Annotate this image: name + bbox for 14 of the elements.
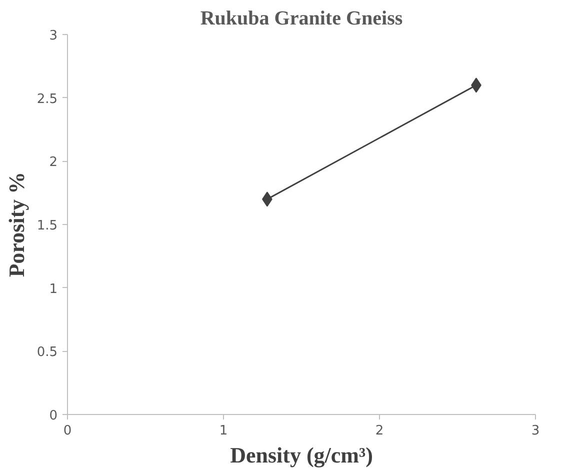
x-tick-label: 3 bbox=[531, 424, 540, 438]
y-tick-label: 0.5 bbox=[36, 345, 58, 360]
y-tick-label: 2.5 bbox=[36, 92, 58, 107]
y-tick-label: 1 bbox=[49, 282, 58, 297]
chart-title: Rukuba Granite Gneiss bbox=[200, 8, 403, 30]
y-tick-label: 0 bbox=[49, 408, 58, 424]
y-tick-label: 1.5 bbox=[36, 218, 58, 234]
x-tick-label: 2 bbox=[375, 424, 384, 438]
y-tick-label: 2 bbox=[49, 155, 58, 170]
x-tick-label: 0 bbox=[63, 424, 72, 438]
y-axis-title: Porosity % bbox=[4, 172, 29, 278]
x-axis-title: Density (g/cm³) bbox=[230, 442, 373, 468]
x-tick-label: 1 bbox=[219, 424, 228, 438]
y-tick-label: 3 bbox=[49, 28, 58, 44]
